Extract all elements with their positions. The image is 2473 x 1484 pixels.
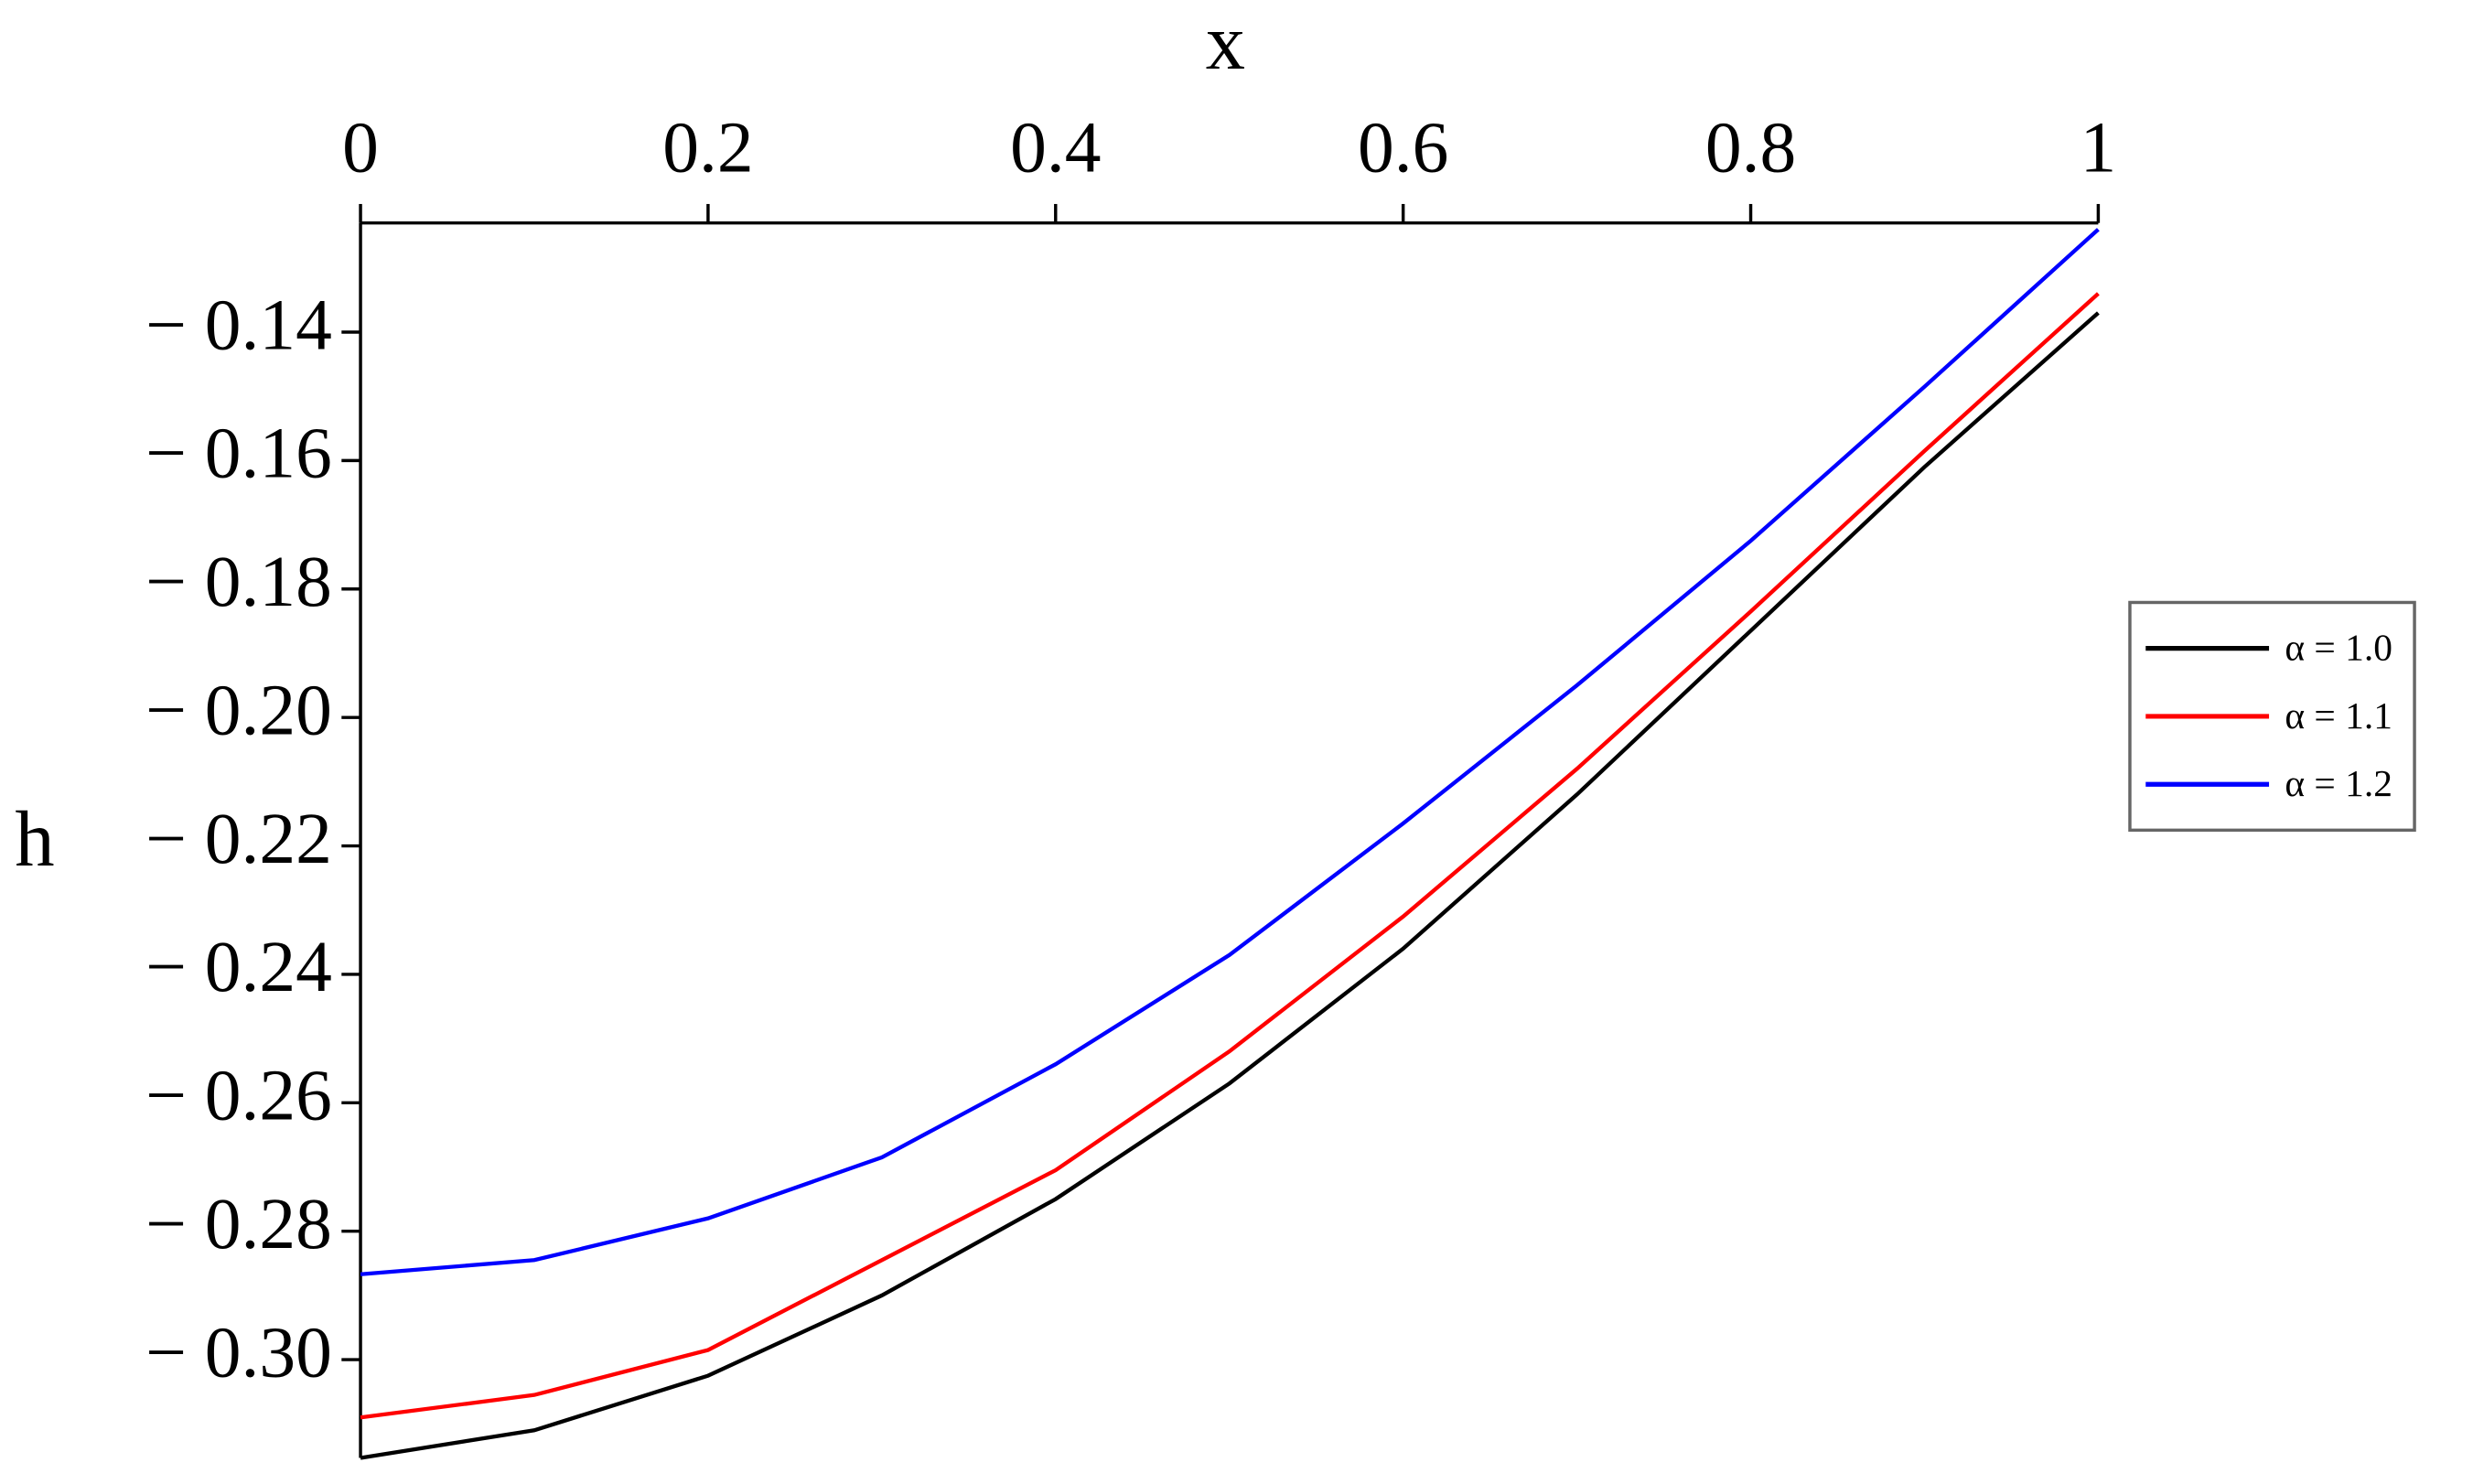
series-line bbox=[360, 292, 2100, 1420]
x-tick-label: 0 bbox=[342, 108, 379, 188]
x-tick-label: 1 bbox=[2081, 108, 2117, 188]
series-line bbox=[360, 311, 2100, 1460]
x-tick-label: 0.6 bbox=[1358, 108, 1448, 188]
legend-label: α = 1.2 bbox=[2285, 762, 2392, 804]
y-tick-label: − 0.14 bbox=[145, 285, 332, 365]
y-tick-label: − 0.22 bbox=[145, 799, 332, 879]
y-tick-label: − 0.18 bbox=[145, 542, 332, 622]
series-line bbox=[360, 228, 2100, 1276]
x-tick-label: 0.8 bbox=[1705, 108, 1796, 188]
y-axis-title: h bbox=[15, 795, 54, 883]
x-axis-title: x bbox=[1206, 0, 1245, 86]
y-tick-label: − 0.28 bbox=[145, 1184, 332, 1264]
x-tick-label: 0.4 bbox=[1010, 108, 1101, 188]
legend-box bbox=[2128, 600, 2416, 833]
legend-label: α = 1.0 bbox=[2285, 627, 2392, 669]
y-tick-label: − 0.20 bbox=[145, 670, 332, 750]
legend-label: α = 1.1 bbox=[2285, 694, 2392, 737]
y-tick-label: − 0.24 bbox=[145, 927, 332, 1007]
y-tick-label: − 0.26 bbox=[145, 1056, 332, 1136]
y-tick-label: − 0.30 bbox=[145, 1312, 332, 1393]
y-tick-label: − 0.16 bbox=[145, 414, 332, 494]
x-tick-label: 0.2 bbox=[662, 108, 753, 188]
